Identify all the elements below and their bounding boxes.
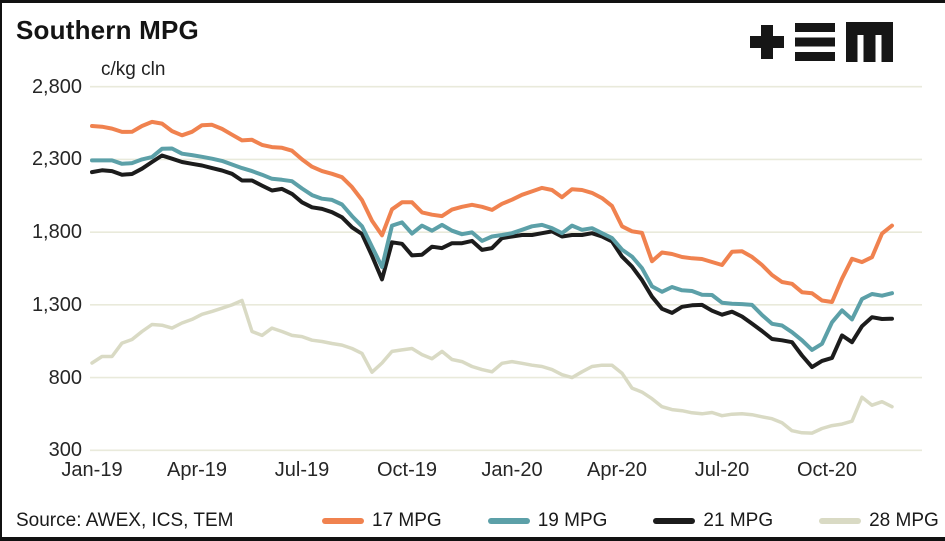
x-tick-label: Apr-19 bbox=[166, 459, 228, 481]
legend-swatch-19mpg bbox=[487, 518, 530, 524]
legend-swatch-17mpg bbox=[322, 518, 364, 524]
legend-swatch-28mpg bbox=[819, 518, 862, 524]
x-tick-label: Jan-19 bbox=[61, 459, 123, 481]
y-tick-label: 300 bbox=[48, 439, 82, 462]
y-tick-label: 2,300 bbox=[31, 148, 82, 171]
legend-label: 28 MPG bbox=[869, 510, 939, 531]
tem-logo bbox=[750, 21, 893, 63]
x-tick-label: Jul-20 bbox=[694, 459, 750, 481]
series-line-28-mpg bbox=[90, 298, 894, 435]
legend-label: 19 MPG bbox=[537, 510, 608, 531]
legend-item-17mpg: 17 MPG bbox=[322, 510, 442, 532]
legend-item-21mpg: 21 MPG bbox=[653, 510, 773, 532]
legend-item-19mpg: 19 MPG bbox=[487, 510, 608, 532]
legend-label: 21 MPG bbox=[703, 510, 774, 531]
y-tick-label: 2,800 bbox=[31, 75, 82, 98]
series-line-21-mpg bbox=[90, 153, 894, 370]
legend-label: 17 MPG bbox=[372, 510, 442, 531]
m-glyph-icon bbox=[846, 22, 893, 62]
x-tick-label: Oct-19 bbox=[376, 459, 438, 481]
legend: 17 MPG 19 MPG 21 MPG 28 MPG bbox=[322, 510, 939, 532]
x-tick-label: Jul-19 bbox=[274, 459, 330, 481]
x-tick-label: Oct-20 bbox=[796, 459, 858, 481]
legend-item-28mpg: 28 MPG bbox=[819, 510, 939, 532]
triple-bar-icon bbox=[795, 22, 835, 62]
x-tick-label: Jan-20 bbox=[481, 459, 543, 481]
y-tick-label: 1,300 bbox=[31, 293, 82, 316]
page-title: Southern MPG bbox=[16, 15, 199, 45]
series-line-19-mpg bbox=[90, 146, 894, 352]
y-axis-units-label: c/kg cln bbox=[101, 59, 166, 80]
source-note: Source: AWEX, ICS, TEM bbox=[16, 510, 234, 531]
series-line-17-mpg bbox=[90, 119, 894, 304]
y-tick-label: 1,800 bbox=[31, 221, 82, 244]
line-chart bbox=[90, 85, 922, 452]
plus-icon bbox=[750, 22, 784, 62]
x-tick-label: Apr-20 bbox=[586, 459, 648, 481]
legend-swatch-21mpg bbox=[653, 518, 696, 524]
y-tick-label: 800 bbox=[48, 366, 82, 389]
